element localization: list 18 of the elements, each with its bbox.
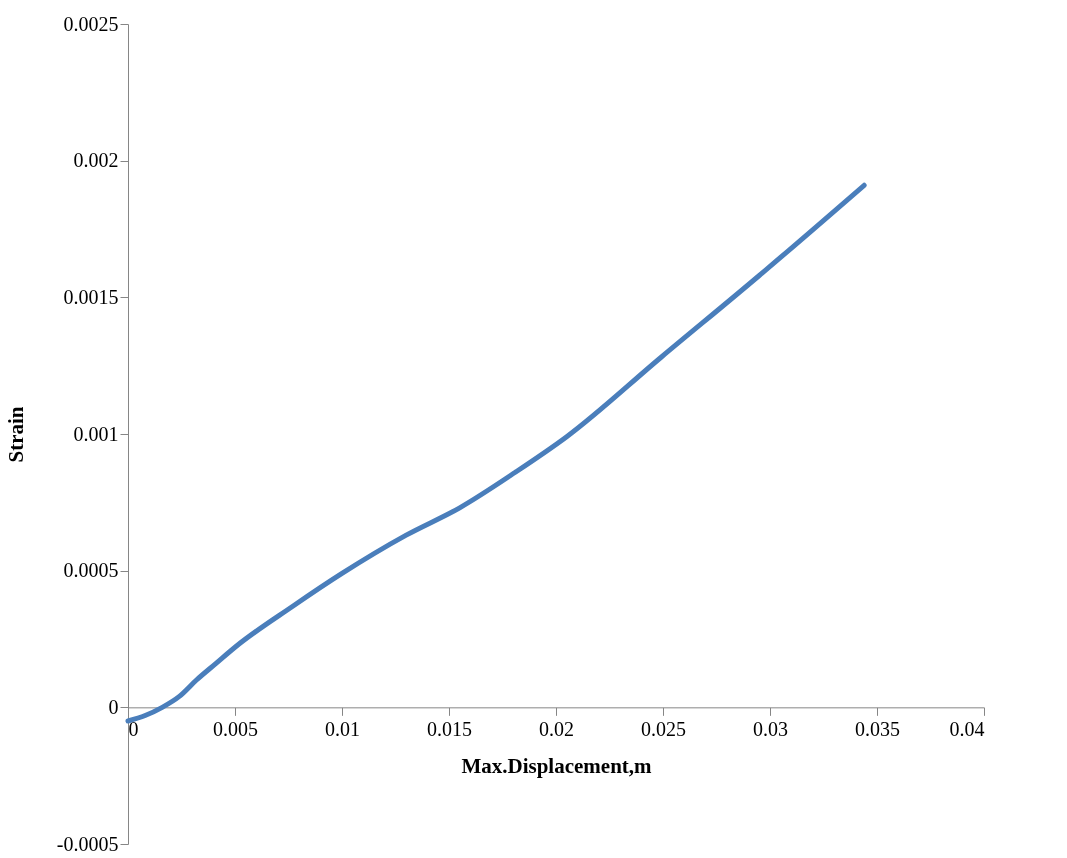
x-tick-label: 0.04 <box>949 717 985 740</box>
y-tick-label: 0.002 <box>73 149 119 172</box>
x-tick-label: 0 <box>128 717 139 740</box>
x-tick-label: 0.035 <box>855 717 900 740</box>
y-tick-label: 0.0015 <box>63 285 119 308</box>
x-tick-label: 0.01 <box>325 717 360 740</box>
x-tick-label: 0.03 <box>753 717 788 740</box>
x-tick-label: 0.005 <box>213 717 258 740</box>
y-tick-label: 0.0025 <box>63 12 119 35</box>
y-tick-label: 0 <box>108 695 119 718</box>
x-tick-label: 0.015 <box>427 717 472 740</box>
y-axis-title: Strain <box>3 406 28 463</box>
y-tick-label: -0.0005 <box>56 832 119 855</box>
x-axis-title: Max.Displacement,m <box>461 753 653 778</box>
x-tick-label: 0.02 <box>539 717 574 740</box>
x-tick-label: 0.025 <box>641 717 686 740</box>
y-tick-label: 0.001 <box>73 422 119 445</box>
y-tick-label: 0.0005 <box>63 559 119 582</box>
